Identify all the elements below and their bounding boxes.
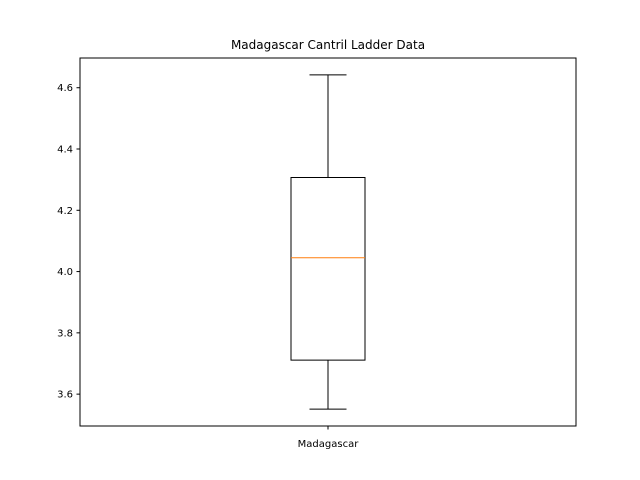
y-tick-label: 4.2 — [57, 206, 73, 217]
box-plot-series — [290, 74, 366, 410]
y-tick-label: 4.4 — [57, 145, 73, 156]
x-axis: Madagascar — [298, 426, 360, 450]
y-tick-label: 3.6 — [57, 390, 73, 401]
plot-area-frame — [79, 57, 577, 427]
interquartile-box — [290, 177, 366, 361]
y-tick-label: 3.8 — [57, 328, 73, 339]
y-tick-label: 4.6 — [57, 83, 73, 94]
y-tick-label: 4.0 — [57, 267, 73, 278]
x-tick-label: Madagascar — [298, 439, 360, 450]
y-axis: 3.6 3.8 4.0 4.2 4.4 4.6 — [57, 83, 80, 401]
chart-title: Madagascar Cantril Ladder Data — [231, 38, 425, 52]
